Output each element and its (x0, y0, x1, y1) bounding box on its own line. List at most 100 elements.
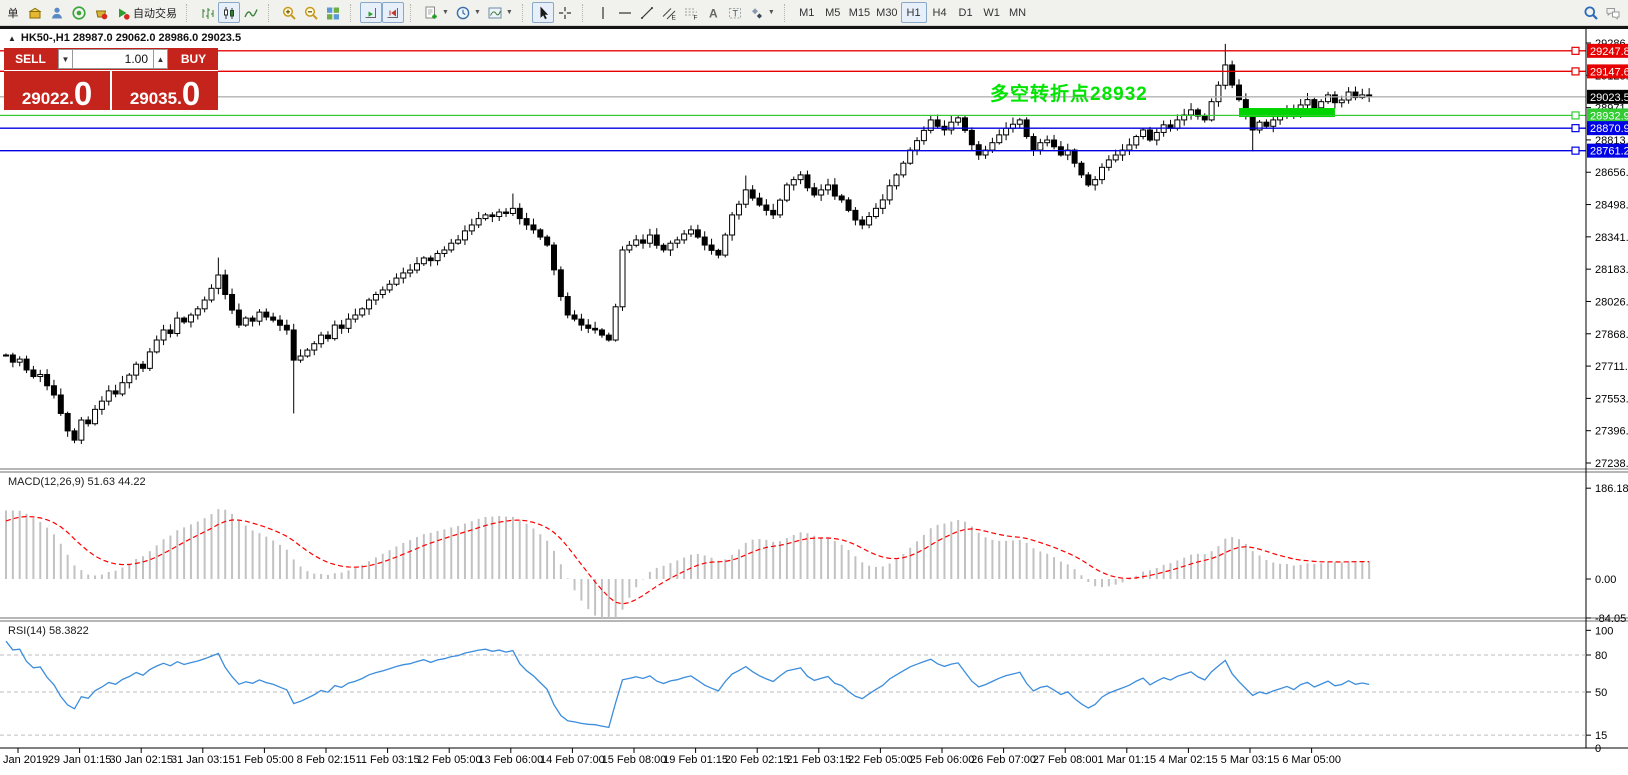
time-tick-label[interactable]: 4 Mar 02:15 (1159, 754, 1218, 766)
candles-chart-button[interactable] (218, 2, 240, 23)
candle (1229, 64, 1236, 86)
svg-text:E: E (671, 14, 676, 21)
candle (681, 233, 688, 241)
chat-button[interactable] (1602, 2, 1624, 23)
pivot-annotation-text[interactable]: 多空转折点28932 (990, 84, 1148, 105)
tile-windows-button[interactable] (322, 2, 344, 23)
signals-button[interactable] (68, 2, 90, 23)
time-tick-label[interactable]: 31 Jan 03:15 (171, 754, 235, 766)
zoom-out-button[interactable] (300, 2, 322, 23)
line-chart-button[interactable] (240, 2, 262, 23)
macd-axis-label: 186.18 (1595, 483, 1628, 495)
tf-mn-button[interactable]: MN (1009, 6, 1027, 19)
horizontal-line-button[interactable] (614, 2, 636, 23)
time-tick-label[interactable]: 1 Mar 01:15 (1097, 754, 1156, 766)
tf-d1-button[interactable]: D1 (958, 6, 973, 19)
periods-button[interactable]: ▼ (452, 2, 484, 23)
signal-green-icon (72, 5, 86, 20)
time-tick-label[interactable]: 25 Feb 06:00 (910, 754, 975, 766)
green-zone-rectangle[interactable] (1239, 108, 1335, 118)
level-line-handle[interactable] (1571, 124, 1580, 133)
tf-m5-button[interactable]: M5 (825, 6, 841, 19)
collapse-caret-icon[interactable]: ▲ (8, 34, 16, 43)
time-tick-label[interactable]: 25 Jan 2019 (0, 754, 48, 766)
candle (1037, 142, 1044, 151)
time-tick-label[interactable]: 21 Feb 03:15 (786, 754, 851, 766)
candle (770, 209, 777, 216)
search-button[interactable] (1580, 2, 1602, 23)
new-order-button[interactable]: 单 (7, 7, 19, 20)
cursor-button[interactable] (531, 2, 554, 23)
macd-panel[interactable] (5, 509, 1371, 626)
tf-m15-button[interactable]: M15 (848, 6, 871, 19)
time-tick-label[interactable]: 6 Mar 05:00 (1282, 754, 1341, 766)
equidistant-channel-button[interactable]: E (658, 2, 680, 23)
candle (530, 224, 537, 231)
auto-scroll-button[interactable] (360, 2, 382, 23)
level-line-handle[interactable] (1571, 46, 1580, 55)
sell-price[interactable]: 29022. 0 (21, 74, 93, 112)
volume-input[interactable]: 1.00 (73, 49, 153, 69)
level-line-handle[interactable] (1571, 146, 1580, 155)
time-tick-label[interactable]: 20 Feb 02:15 (725, 754, 790, 766)
time-tick-label[interactable]: 27 Feb 08:00 (1033, 754, 1098, 766)
candle (1078, 162, 1085, 176)
candle (1263, 121, 1270, 127)
candle (98, 400, 105, 410)
candle (879, 199, 886, 209)
mql5-market-button[interactable] (24, 2, 46, 23)
trendline-button[interactable] (636, 2, 658, 23)
candle (653, 234, 660, 246)
level-line-handle[interactable] (1571, 111, 1580, 120)
candle (475, 218, 482, 226)
buy-price[interactable]: 29035. 0 (129, 74, 201, 112)
time-tick-label[interactable]: 22 Feb 05:00 (848, 754, 913, 766)
time-tick-label[interactable]: 8 Feb 02:15 (297, 754, 356, 766)
toolbar-group-cursor (531, 1, 576, 25)
tf-m30-button[interactable]: M30 (876, 6, 898, 19)
chart-shift-button[interactable] (382, 2, 404, 23)
arrows-button[interactable]: ▼ (746, 2, 778, 23)
virtual-hosting-button[interactable] (90, 2, 112, 23)
tf-h4-button[interactable]: H4 (932, 6, 947, 19)
time-tick-label[interactable]: 12 Feb 05:00 (417, 754, 482, 766)
fibonacci-button[interactable]: F (680, 2, 702, 23)
templates-button[interactable]: ▼ (484, 2, 516, 23)
time-tick-label[interactable]: 14 Feb 07:00 (540, 754, 605, 766)
volume-decrease-button[interactable]: ▼ (58, 49, 73, 69)
bars-icon (202, 7, 214, 19)
rsi-panel[interactable] (5, 640, 1370, 729)
time-tick-label[interactable]: 5 Mar 03:15 (1221, 754, 1280, 766)
candle (270, 316, 277, 321)
time-tick-label[interactable]: 19 Feb 01:15 (663, 754, 728, 766)
tf-w1-button[interactable]: W1 (983, 6, 1000, 19)
sell-button[interactable]: SELL (15, 52, 46, 66)
community-button[interactable] (46, 2, 68, 23)
zoom-in-button[interactable] (278, 2, 300, 23)
candle (1338, 99, 1345, 104)
time-tick-label[interactable]: 30 Jan 02:15 (109, 754, 173, 766)
time-tick-label[interactable]: 13 Feb 06:00 (478, 754, 543, 766)
crosshair-button[interactable] (554, 2, 576, 23)
bars-chart-button[interactable] (196, 2, 218, 23)
tf-h1-button[interactable]: H1 (900, 2, 927, 23)
text-button[interactable]: A (702, 2, 724, 23)
text-label-button[interactable]: T (724, 2, 746, 23)
toolbar-group-separator (410, 3, 415, 22)
volume-increase-button[interactable]: ▲ (153, 49, 168, 69)
vertical-line-button[interactable] (592, 2, 614, 23)
candle (434, 252, 441, 262)
time-tick-label[interactable]: 29 Jan 01:15 (48, 754, 112, 766)
autotrading-button[interactable]: 自动交易 (112, 2, 180, 23)
time-tick-label[interactable]: 11 Feb 03:15 (356, 754, 420, 766)
indicators-button[interactable]: ▼ (420, 2, 452, 23)
time-tick-label[interactable]: 15 Feb 08:00 (602, 754, 667, 766)
buy-button[interactable]: BUY (180, 52, 207, 66)
level-line-handle[interactable] (1571, 67, 1580, 76)
time-tick-label[interactable]: 1 Feb 05:00 (235, 754, 294, 766)
vline-icon (602, 6, 604, 19)
time-tick-label[interactable]: 26 Feb 07:00 (971, 754, 1036, 766)
chart-background[interactable] (0, 29, 1628, 775)
tf-m1-button[interactable]: M1 (799, 6, 815, 19)
